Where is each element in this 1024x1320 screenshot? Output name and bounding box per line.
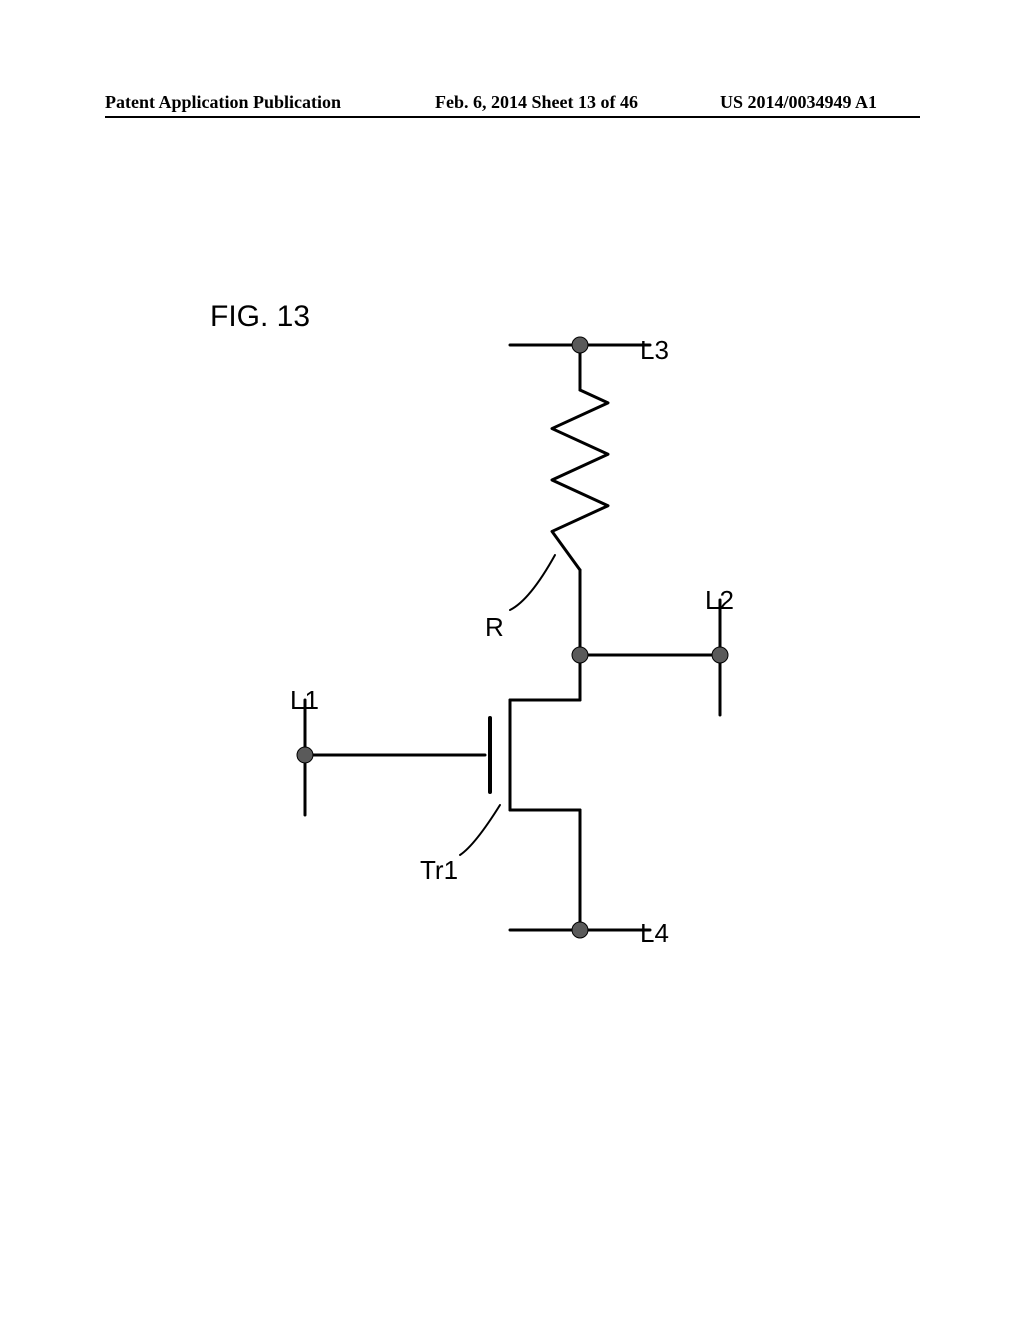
page: Patent Application Publication Feb. 6, 2… xyxy=(0,0,1024,1320)
nodes-group xyxy=(297,337,728,938)
header-rule xyxy=(105,116,920,118)
header-center: Feb. 6, 2014 Sheet 13 of 46 xyxy=(435,92,638,113)
transistor-symbol xyxy=(490,700,510,810)
header-right: US 2014/0034949 A1 xyxy=(720,92,877,113)
circuit-svg xyxy=(210,300,810,1000)
label-L2: L2 xyxy=(705,585,734,616)
label-L4: L4 xyxy=(640,918,669,949)
wires-group xyxy=(305,345,720,930)
label-L1: L1 xyxy=(290,685,319,716)
label-R: R xyxy=(485,612,504,643)
label-Tr1: Tr1 xyxy=(420,855,458,886)
header-left: Patent Application Publication xyxy=(105,92,341,113)
label-L3: L3 xyxy=(640,335,669,366)
resistor-symbol xyxy=(552,390,608,570)
figure-13: FIG. 13 L3 L2 L1 L4 R Tr1 xyxy=(210,300,810,1000)
